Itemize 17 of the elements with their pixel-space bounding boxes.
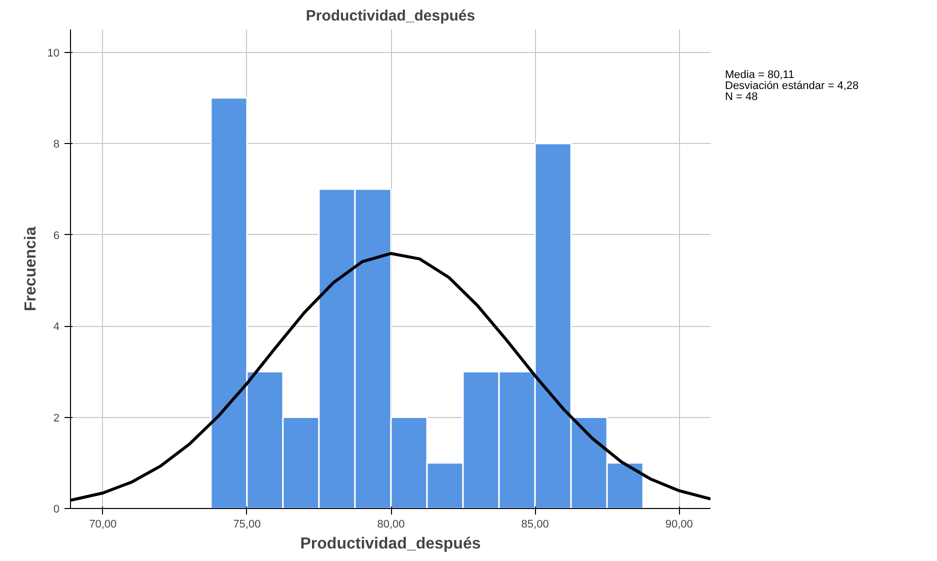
y-tick-label: 4 xyxy=(53,321,60,334)
x-axis-title: Productividad_después xyxy=(300,536,481,552)
text: Desviación estándar = 4,28 xyxy=(725,80,859,92)
x-tick-label: 70,00 xyxy=(89,518,117,530)
y-tick-label: 6 xyxy=(53,230,60,242)
x-tick-label: 90,00 xyxy=(665,518,693,530)
x-tick-label: 85,00 xyxy=(521,518,549,530)
y-tick-label: 10 xyxy=(47,47,60,60)
text: Media = 80,11 xyxy=(725,69,794,81)
chart-title: Productividad_después xyxy=(306,8,476,24)
x-tick-label: 75,00 xyxy=(233,518,261,530)
y-tick-label: 2 xyxy=(53,412,60,424)
x-tick-label: 80,00 xyxy=(377,518,405,530)
y-tick-label: 0 xyxy=(53,504,60,516)
y-axis-title: Frecuencia xyxy=(22,226,40,312)
text: N = 48 xyxy=(725,91,758,103)
y-tick-label: 8 xyxy=(53,138,60,151)
